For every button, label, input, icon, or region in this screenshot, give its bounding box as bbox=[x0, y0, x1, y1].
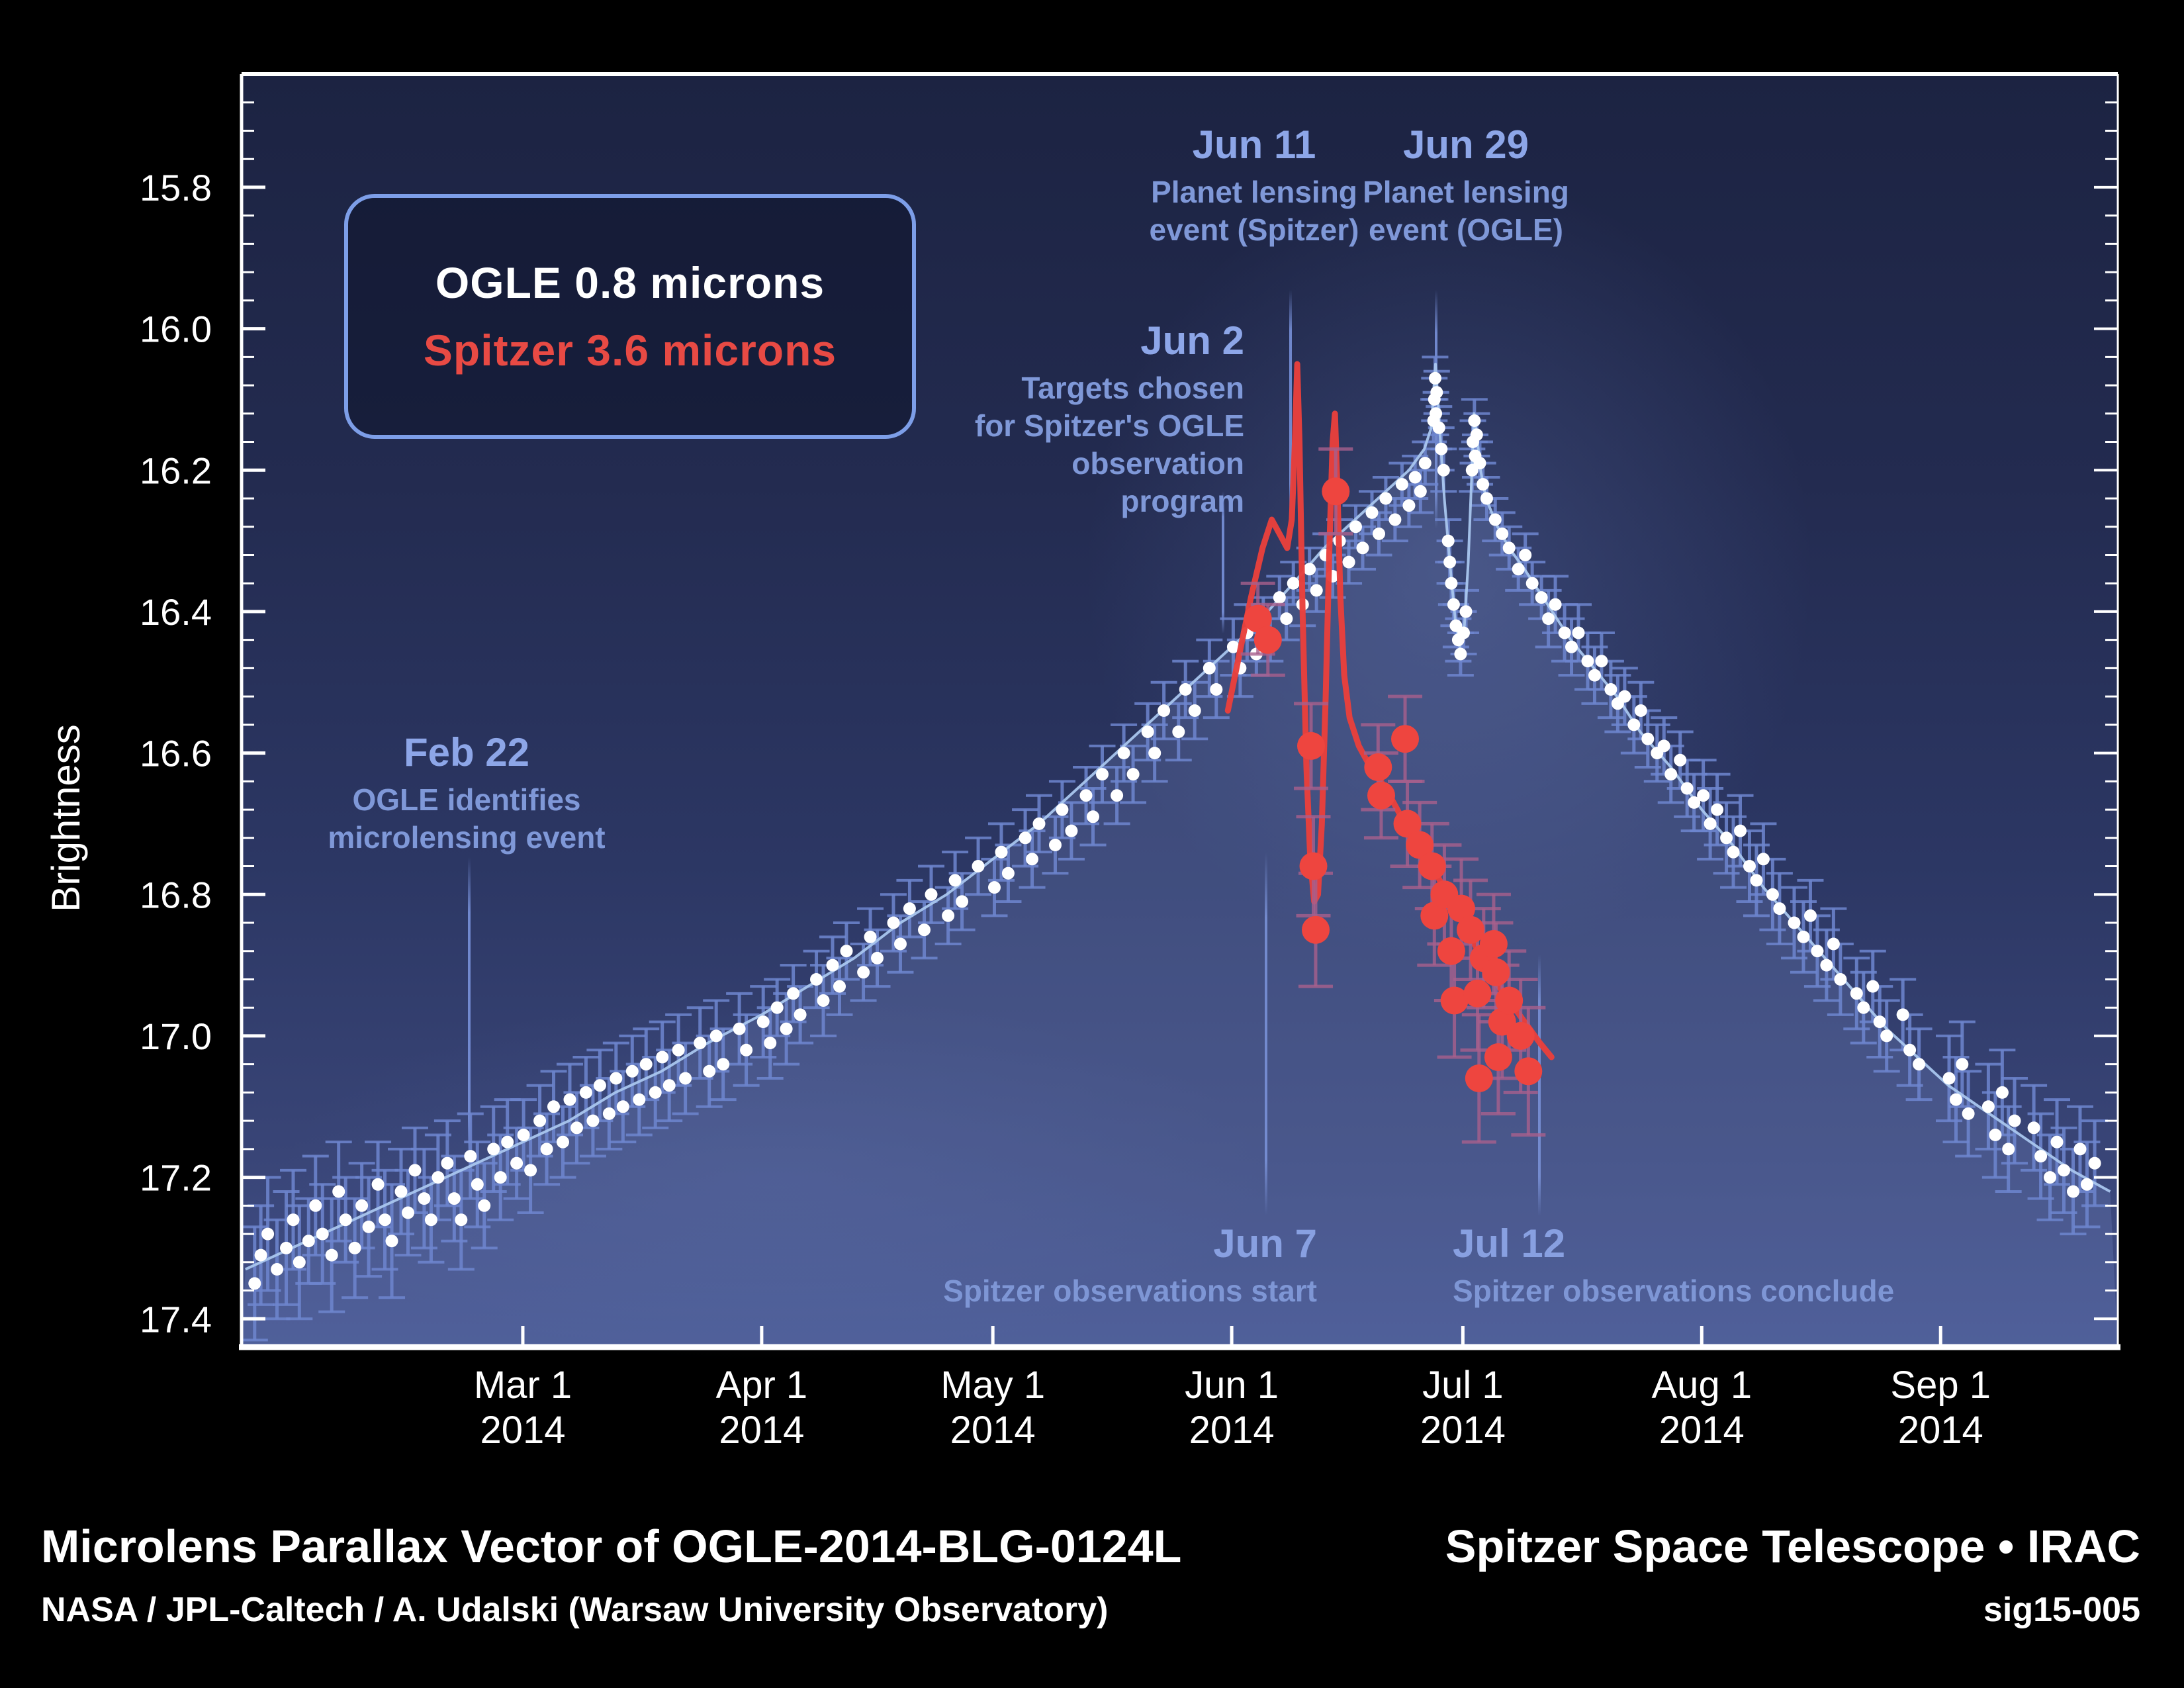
x-tick-label: Aug 1 bbox=[1652, 1364, 1752, 1407]
annotation-feb22: Feb 22 OGLE identifies microlensing even… bbox=[285, 728, 649, 857]
annotation-jun2-date: Jun 2 bbox=[1140, 318, 1244, 363]
annotation-jun11: Jun 11 Planet lensing event (Spitzer) bbox=[1132, 120, 1377, 249]
annotation-jul12-date: Jul 12 bbox=[1453, 1221, 1566, 1266]
x-tick-label: Jul 1 bbox=[1422, 1364, 1504, 1407]
x-tick-label: Jun 1 bbox=[1185, 1364, 1279, 1407]
annotation-jun2-line1: Targets chosen bbox=[1021, 371, 1244, 406]
y-tick-label: 16.6 bbox=[140, 733, 212, 774]
annotation-jul12: Jul 12 Spitzer observations conclude bbox=[1453, 1219, 1903, 1310]
x-tick-year: 2014 bbox=[719, 1409, 804, 1452]
annotation-jun11-line1: Planet lensing bbox=[1151, 175, 1357, 210]
annotation-jun2: Jun 2 Targets chosen for Spitzer's OGLE … bbox=[960, 316, 1244, 521]
leader-jun2 bbox=[1222, 491, 1224, 633]
annotation-jun11-date: Jun 11 bbox=[1192, 122, 1316, 167]
x-tick-year: 2014 bbox=[480, 1409, 565, 1452]
annotation-jun11-line2: event (Spitzer) bbox=[1149, 212, 1359, 248]
y-tick-label: 16.0 bbox=[140, 308, 212, 350]
legend-spitzer-label: Spitzer 3.6 microns bbox=[423, 326, 837, 375]
x-tick-year: 2014 bbox=[950, 1409, 1036, 1452]
figure-title: Microlens Parallax Vector of OGLE-2014-B… bbox=[41, 1521, 1182, 1572]
legend: OGLE 0.8 microns Spitzer 3.6 microns bbox=[344, 194, 916, 439]
x-tick-year: 2014 bbox=[1659, 1409, 1745, 1452]
annotation-jun7-date: Jun 7 bbox=[1213, 1221, 1317, 1266]
y-tick-label: 16.8 bbox=[140, 874, 212, 915]
x-tick-label: Apr 1 bbox=[716, 1364, 808, 1407]
legend-ogle-label: OGLE 0.8 microns bbox=[435, 258, 825, 307]
peak-glow bbox=[1085, 172, 1813, 966]
leader-jun29 bbox=[1435, 290, 1437, 528]
y-tick-label: 17.4 bbox=[140, 1298, 212, 1340]
leader-jun7 bbox=[1265, 853, 1267, 1215]
telescope-title: Spitzer Space Telescope • IRAC bbox=[1445, 1521, 2140, 1572]
x-tick-year: 2014 bbox=[1420, 1409, 1506, 1452]
annotation-jun7-line1: Spitzer observations start bbox=[943, 1274, 1317, 1309]
x-tick-label: May 1 bbox=[940, 1364, 1045, 1407]
annotation-feb22-line1: OGLE identifies bbox=[352, 782, 581, 818]
x-tick-label: Sep 1 bbox=[1890, 1364, 1991, 1407]
x-tick-year: 2014 bbox=[1189, 1409, 1275, 1452]
y-tick-label: 17.2 bbox=[140, 1157, 212, 1199]
x-tick-label: Mar 1 bbox=[474, 1364, 572, 1407]
figure-id: sig15-005 bbox=[1983, 1591, 2140, 1629]
y-tick-label: 16.4 bbox=[140, 591, 212, 633]
annotation-jun29-date: Jun 29 bbox=[1402, 122, 1529, 167]
leader-jul12 bbox=[1538, 955, 1541, 1216]
annotation-jul12-line1: Spitzer observations conclude bbox=[1453, 1274, 1895, 1309]
annotation-feb22-date: Feb 22 bbox=[403, 730, 530, 774]
annotation-feb22-line2: microlensing event bbox=[328, 820, 606, 855]
y-tick-label: 15.8 bbox=[140, 167, 212, 209]
annotation-jun2-line2: for Spitzer's OGLE bbox=[974, 408, 1244, 444]
y-tick-label: 16.2 bbox=[140, 449, 212, 491]
y-tick-label: 17.0 bbox=[140, 1015, 212, 1057]
annotation-jun29-line2: event (OGLE) bbox=[1369, 212, 1563, 248]
x-tick-year: 2014 bbox=[1898, 1409, 1983, 1452]
annotation-jun29-line1: Planet lensing bbox=[1363, 175, 1569, 210]
y-axis-title: Brightness bbox=[44, 724, 88, 912]
leader-jun11 bbox=[1289, 290, 1292, 518]
annotation-jun29: Jun 29 Planet lensing event (OGLE) bbox=[1343, 120, 1588, 249]
annotation-jun2-line3: observation program bbox=[1071, 446, 1244, 519]
figure-credit: NASA / JPL-Caltech / A. Udalski (Warsaw … bbox=[41, 1591, 1109, 1629]
annotation-jun7: Jun 7 Spitzer observations start bbox=[927, 1219, 1317, 1310]
leader-feb22 bbox=[468, 857, 471, 1165]
